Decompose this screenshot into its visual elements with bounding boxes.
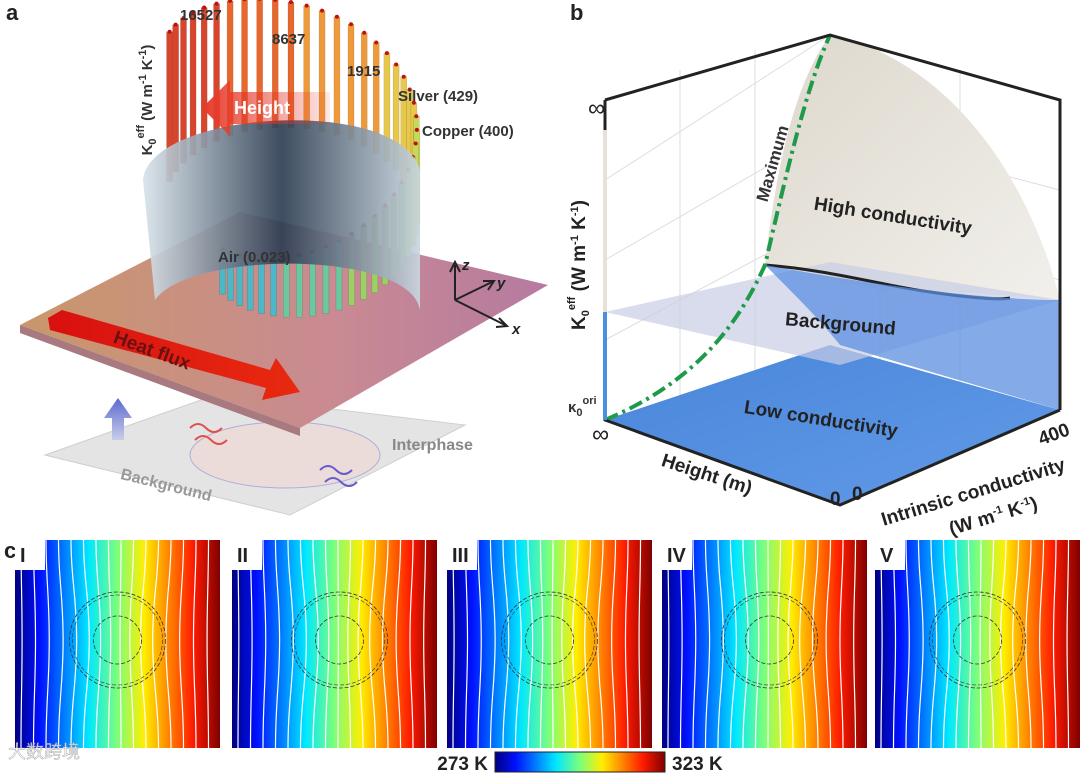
t: -1 (137, 74, 149, 84)
panel-numeral: V (880, 545, 894, 567)
panel-numeral: III (452, 545, 469, 567)
bar (348, 24, 354, 140)
bar-tip (385, 51, 389, 55)
t: 0 (147, 138, 159, 144)
bar-tip (215, 2, 219, 6)
t: ) (139, 45, 156, 50)
axis-tick: 0 (852, 484, 863, 505)
panel-b: b ∞ ∞ κ0ori K0eff (W m-1 K-1) Maximum Hi… (566, 0, 1073, 540)
colorbar-max: 323 K (672, 754, 723, 774)
t: (W m (569, 245, 590, 297)
field (15, 540, 220, 748)
field (447, 540, 652, 748)
bar-tip (415, 128, 419, 132)
bar-tip (362, 31, 366, 35)
panel-label: b (570, 0, 583, 25)
temperature-field (232, 540, 437, 748)
y-axis-label: K0eff (W m-1 K-1) (135, 45, 159, 156)
temperature-field (662, 540, 867, 748)
infinity: ∞ (588, 95, 605, 122)
t: (W m (139, 84, 156, 125)
bar-tip (402, 75, 406, 79)
field (662, 540, 867, 748)
field-panel: III (447, 540, 652, 748)
t: -1 (137, 50, 149, 60)
bar (334, 17, 340, 135)
panel-label: c (4, 538, 16, 563)
t: K (139, 144, 156, 155)
bar (201, 8, 207, 148)
k-ori: κ0ori (568, 395, 597, 419)
bar (283, 257, 289, 317)
axis-letter: y (496, 275, 506, 292)
t: ) (1028, 493, 1040, 515)
t: ori (583, 395, 597, 407)
material-label: 1915 (347, 63, 380, 80)
bar-tip (168, 30, 172, 34)
bar-tip (320, 9, 324, 13)
bar (190, 12, 196, 155)
t: K (569, 316, 590, 330)
panel-numeral: II (237, 545, 248, 567)
interphase-ring (190, 422, 380, 488)
bar-tip (174, 23, 178, 27)
material-label: Copper (400) (422, 123, 514, 140)
colorbar-min: 273 K (437, 754, 488, 774)
arrow-label: Height (234, 98, 290, 118)
axis-letter: x (511, 321, 521, 338)
panel-a: a K0eff (W m-1 K-1) 16527 8637 1915 Silv… (6, 0, 548, 515)
t: K (569, 216, 590, 235)
infinity: ∞ (592, 421, 609, 448)
temperature-field (15, 540, 220, 748)
bar (296, 255, 302, 317)
temperature-field (447, 540, 652, 748)
field (232, 540, 437, 748)
field-panel: I (15, 540, 220, 748)
bar-tip (349, 22, 353, 26)
material-label: Silver (429) (398, 88, 478, 105)
panel-label: a (6, 0, 19, 25)
t: -1 (569, 235, 581, 245)
temperature-field (875, 540, 1080, 748)
bar-tip (374, 40, 378, 44)
axis-tick: 400 (1036, 420, 1073, 451)
bar-tip (305, 4, 309, 8)
bar-tip (394, 63, 398, 67)
bar (271, 259, 277, 316)
field-panel: V (875, 540, 1080, 748)
bar-tip (414, 114, 418, 118)
bar-tip (289, 0, 293, 4)
panel-numeral: IV (667, 545, 687, 567)
bar-tip (335, 15, 339, 19)
t: eff (135, 125, 147, 139)
field-panel: IV (662, 540, 867, 748)
bar-tip (414, 141, 418, 145)
t: -1 (569, 206, 581, 216)
bar (259, 259, 265, 314)
high-surface (765, 35, 1060, 300)
t: eff (566, 296, 578, 310)
panel-numeral: I (20, 545, 26, 567)
t: ) (569, 200, 590, 206)
y-axis-label: K0eff (W m-1 K-1) (566, 200, 592, 330)
interphase-label: Interphase (392, 437, 473, 454)
field-panel: II (232, 540, 437, 748)
material-label: 16527 (180, 7, 222, 24)
axis-letter: z (461, 257, 470, 274)
watermark: 大数跨境 (8, 742, 80, 762)
t: 0 (580, 310, 592, 316)
material-label: Air (0.023) (218, 249, 291, 266)
field (875, 540, 1080, 748)
t: 0 (576, 407, 582, 419)
colorbar (495, 752, 665, 772)
t: (W m (947, 506, 998, 540)
material-label: 8637 (272, 31, 305, 48)
axis-tick: 0 (830, 489, 841, 510)
t: K (139, 59, 156, 74)
